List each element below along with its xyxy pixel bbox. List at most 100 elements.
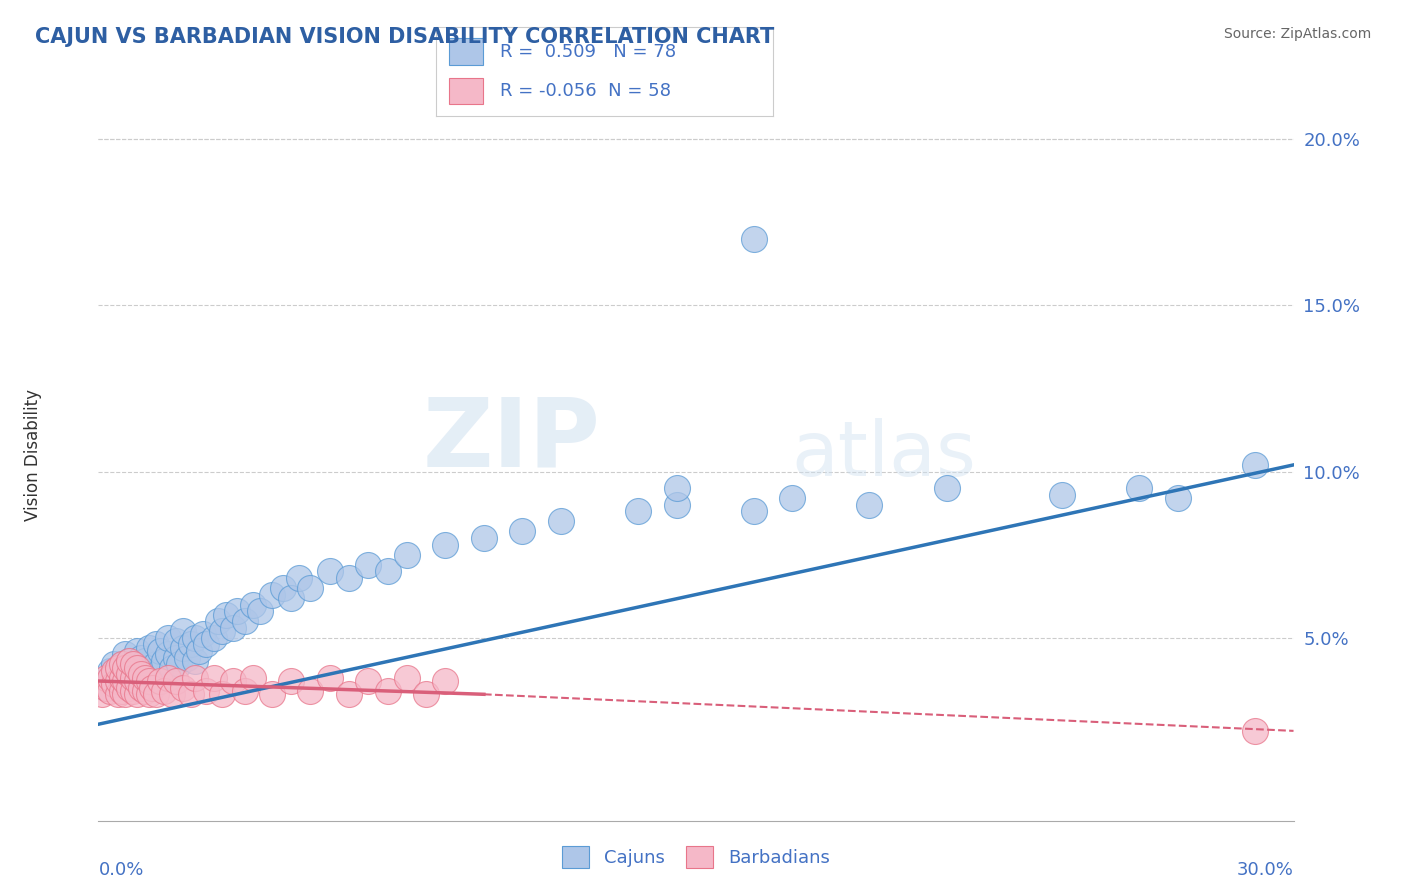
Point (415, 687, 437, 701)
Point (94, 671, 117, 685)
Point (110, 671, 132, 685)
Point (125, 673, 148, 688)
Point (222, 673, 245, 688)
Text: atlas: atlas (792, 418, 976, 491)
Point (1050, 488, 1073, 502)
Point (195, 637, 218, 651)
Point (550, 515, 572, 529)
Point (202, 631, 225, 645)
Text: 0.0%: 0.0% (98, 861, 143, 879)
Point (242, 598, 264, 612)
Point (665, 481, 688, 495)
Point (165, 673, 187, 688)
Point (357, 673, 380, 688)
Point (114, 664, 136, 678)
Point (114, 687, 136, 701)
Point (357, 558, 380, 572)
Point (665, 498, 688, 512)
Point (202, 671, 225, 685)
Legend: Cajuns, Barbadians: Cajuns, Barbadians (553, 838, 839, 878)
Point (118, 681, 141, 695)
Point (134, 684, 156, 698)
Point (627, 504, 650, 518)
Point (110, 671, 132, 685)
Point (125, 661, 148, 675)
Text: ZIP: ZIP (422, 393, 600, 487)
Point (337, 571, 360, 585)
Point (172, 624, 194, 639)
Point (125, 657, 148, 672)
Point (472, 531, 495, 545)
Point (114, 661, 136, 675)
Point (299, 581, 322, 595)
Point (211, 624, 233, 639)
Point (122, 684, 145, 698)
Point (337, 687, 360, 701)
Point (103, 664, 125, 678)
Point (226, 604, 249, 618)
Point (129, 664, 152, 678)
Point (145, 687, 167, 701)
Point (172, 640, 194, 655)
Point (1244, 723, 1267, 738)
Text: R = -0.056  N = 58: R = -0.056 N = 58 (501, 82, 671, 100)
Point (134, 671, 156, 685)
Point (207, 614, 229, 628)
Point (395, 671, 418, 685)
Point (184, 631, 207, 645)
Point (165, 634, 187, 648)
Point (118, 667, 141, 681)
Point (110, 684, 132, 698)
Point (156, 671, 179, 685)
Point (98, 664, 121, 678)
Point (195, 684, 218, 698)
Point (138, 640, 160, 655)
Point (107, 677, 129, 691)
Point (319, 564, 342, 578)
Point (260, 687, 283, 701)
Point (1128, 481, 1150, 495)
Point (103, 671, 125, 685)
Point (122, 671, 145, 685)
Point (145, 637, 167, 651)
Point (858, 498, 880, 512)
Point (187, 644, 209, 658)
Point (184, 654, 207, 668)
Point (160, 687, 183, 701)
Point (214, 607, 236, 622)
Point (134, 671, 156, 685)
Point (138, 687, 160, 701)
Point (180, 687, 202, 701)
Point (98, 684, 121, 698)
Point (110, 657, 132, 672)
Point (191, 627, 214, 641)
Point (211, 687, 233, 701)
Point (280, 591, 302, 605)
Bar (450, 78, 484, 104)
Point (114, 648, 136, 662)
Point (512, 524, 534, 539)
Point (91, 687, 114, 701)
Point (782, 491, 804, 505)
Point (107, 673, 129, 688)
Point (145, 657, 167, 672)
Point (138, 661, 160, 675)
Point (319, 671, 342, 685)
Text: R =  0.509   N = 78: R = 0.509 N = 78 (501, 43, 676, 61)
Point (260, 588, 283, 602)
Point (434, 673, 457, 688)
Point (280, 673, 302, 688)
Point (141, 681, 163, 695)
Point (149, 664, 172, 678)
Point (165, 650, 187, 665)
Point (118, 654, 141, 668)
Point (129, 650, 152, 665)
Point (249, 604, 271, 618)
Point (273, 581, 295, 595)
Point (122, 657, 145, 672)
Point (176, 650, 198, 665)
Point (149, 673, 172, 688)
Point (153, 684, 176, 698)
Text: Vision Disability: Vision Disability (24, 389, 42, 521)
Point (125, 644, 148, 658)
